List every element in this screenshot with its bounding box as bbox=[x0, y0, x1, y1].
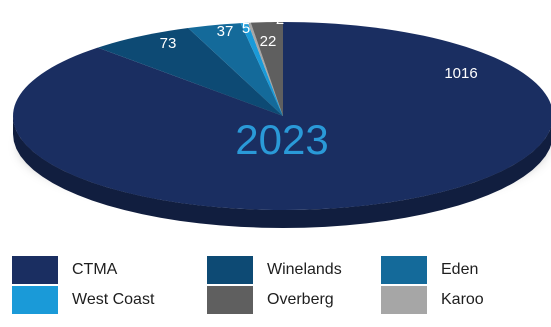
data-label-ctma: 1016 bbox=[444, 65, 477, 82]
legend-swatch-eden bbox=[381, 256, 427, 284]
pie-slice-eden bbox=[188, 23, 283, 117]
pie-slice-overberg bbox=[250, 22, 283, 116]
legend: CTMA Winelands Eden West Coast Overberg … bbox=[0, 256, 551, 327]
data-label-winelands: 73 bbox=[160, 35, 177, 52]
legend-label-west-coast: West Coast bbox=[72, 291, 155, 308]
legend-item-eden: Eden bbox=[381, 256, 478, 284]
legend-swatch-overberg bbox=[207, 286, 253, 314]
legend-swatch-west-coast bbox=[12, 286, 58, 314]
data-label-west-coast: 5 bbox=[242, 20, 250, 37]
legend-item-karoo: Karoo bbox=[381, 286, 484, 314]
data-label-overberg: 22 bbox=[260, 33, 277, 50]
data-label-karoo: 2 bbox=[276, 11, 284, 28]
data-label-eden: 37 bbox=[217, 23, 234, 40]
pie-slice-ctma bbox=[13, 22, 551, 210]
legend-label-ctma: CTMA bbox=[72, 261, 118, 278]
legend-swatch-karoo bbox=[381, 286, 427, 314]
legend-item-overberg: Overberg bbox=[207, 286, 334, 314]
legend-label-karoo: Karoo bbox=[441, 291, 484, 308]
legend-label-eden: Eden bbox=[441, 261, 479, 278]
legend-item-west-coast: West Coast bbox=[12, 286, 154, 314]
pie-slice-side-ctma bbox=[13, 116, 551, 228]
chart-title: 2023 bbox=[235, 116, 328, 163]
legend-label-overberg: Overberg bbox=[267, 291, 334, 308]
legend-swatch-ctma bbox=[12, 256, 58, 284]
pie-slice-winelands bbox=[97, 27, 284, 117]
legend-item-ctma: CTMA bbox=[12, 256, 117, 284]
pie-chart: 1016 73 37 5 2 22 2023 bbox=[13, 11, 551, 228]
pie-slice-west-coast bbox=[240, 22, 283, 116]
legend-swatch-winelands bbox=[207, 256, 253, 284]
legend-label-winelands: Winelands bbox=[267, 261, 342, 278]
legend-item-winelands: Winelands bbox=[207, 256, 342, 284]
pie-slice-karoo bbox=[247, 22, 283, 117]
